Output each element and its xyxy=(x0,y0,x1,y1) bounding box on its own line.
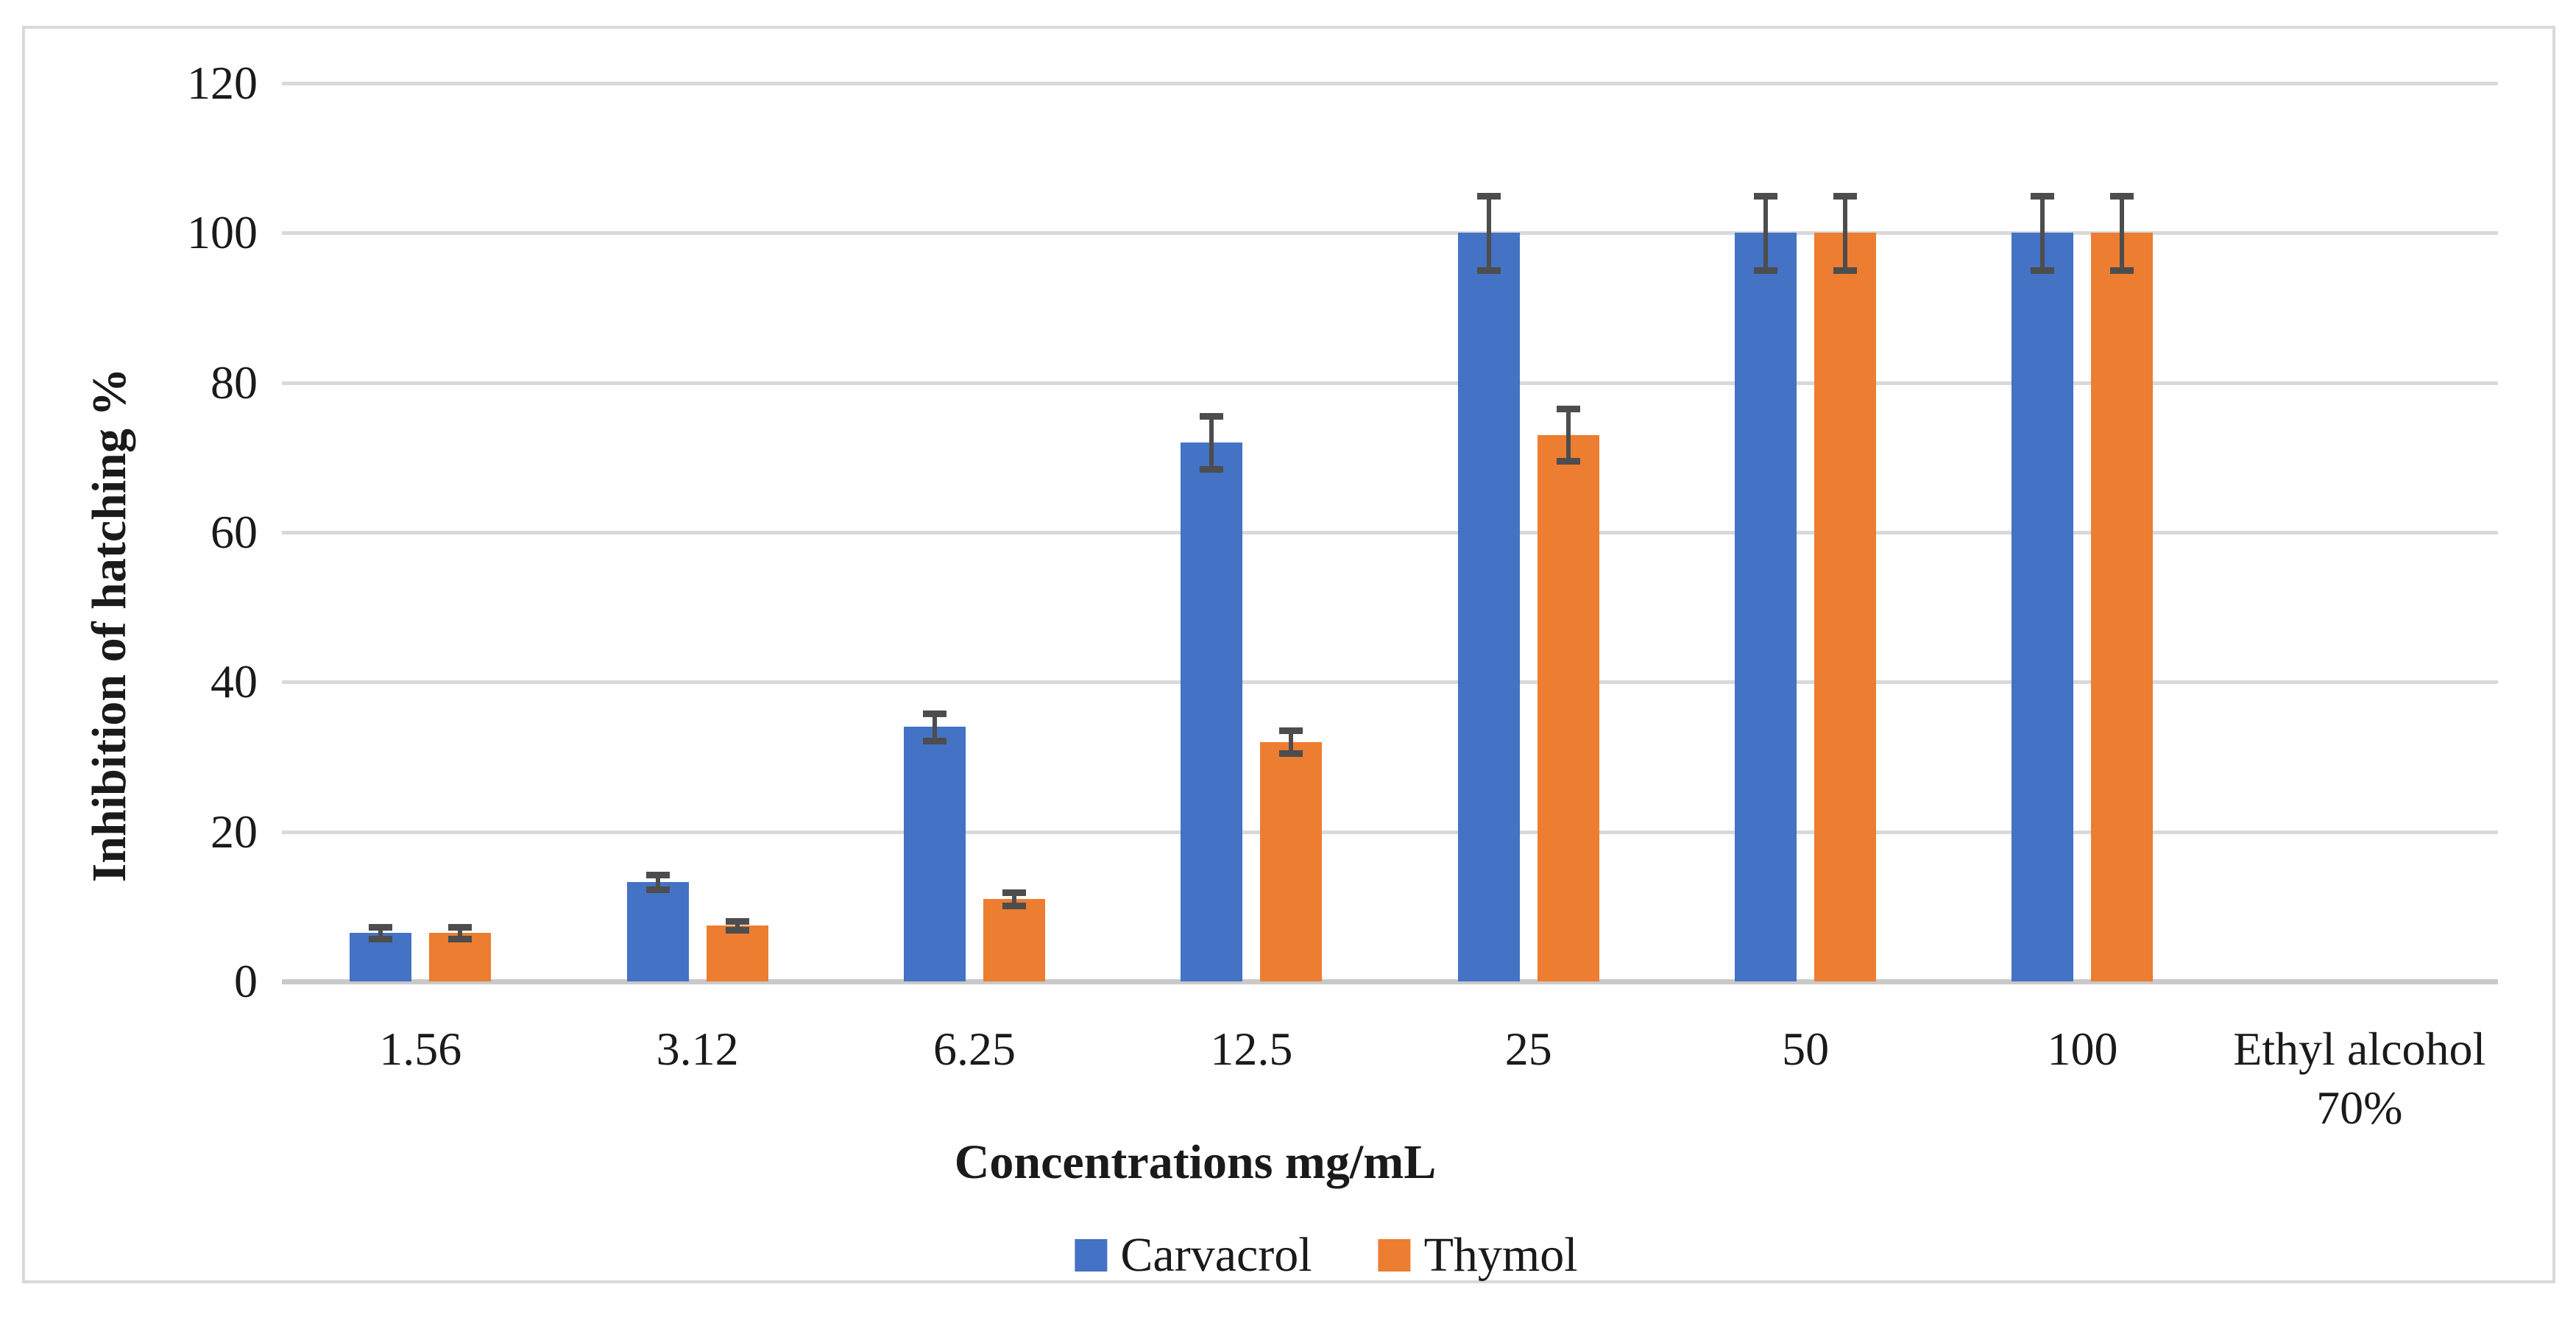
x-tick-label-line: 100 xyxy=(2047,1023,2118,1075)
error-bar-cap xyxy=(369,923,393,931)
error-bar-line xyxy=(1209,416,1214,469)
y-tick-label: 40 xyxy=(210,655,258,708)
error-bar-cap xyxy=(2031,192,2055,200)
error-bar-cap xyxy=(922,710,946,718)
y-tick-label: 60 xyxy=(210,506,258,558)
x-tick-label: 6.25 xyxy=(805,1020,1144,1079)
error-bar-line xyxy=(1843,195,1848,271)
error-bar-cap xyxy=(1279,750,1303,757)
error-bar-cap xyxy=(645,886,670,893)
error-bar-cap xyxy=(1002,903,1026,910)
plot-area xyxy=(282,82,2498,984)
bar-carvacrol xyxy=(2011,233,2074,981)
error-bar-cap xyxy=(1002,889,1026,897)
bar-carvacrol xyxy=(1735,233,1797,981)
error-bar-cap xyxy=(1200,465,1224,473)
error-bar-cap xyxy=(2110,192,2134,200)
error-bar-line xyxy=(1565,409,1571,462)
y-gridline xyxy=(282,680,2498,685)
error-bar-cap xyxy=(1556,406,1580,413)
bar-thymol xyxy=(1260,741,1323,981)
error-bar-line xyxy=(2120,195,2125,271)
x-tick-label: 12.5 xyxy=(1082,1020,1420,1079)
x-tick-label-line: 1.56 xyxy=(379,1023,462,1075)
x-tick-label: 50 xyxy=(1636,1020,1975,1079)
chart-frame: Inhibition of hatching % 0 20 40 60 80 100 120… xyxy=(22,26,2555,1283)
error-bar-cap xyxy=(1476,192,1501,200)
error-bar-line xyxy=(378,926,383,939)
x-tick-label-line: 50 xyxy=(1782,1023,1830,1075)
error-bar-cap xyxy=(1833,267,1858,275)
error-bar-cap xyxy=(2031,267,2055,275)
error-bar-cap xyxy=(1279,727,1303,735)
x-tick-label: 3.12 xyxy=(528,1020,867,1079)
error-bar-line xyxy=(2040,195,2045,271)
error-bar-cap xyxy=(1556,458,1580,465)
legend-swatch-thymol-icon xyxy=(1378,1239,1411,1272)
bar-carvacrol xyxy=(1457,233,1520,981)
x-axis-baseline xyxy=(282,979,2498,984)
error-bar-line xyxy=(1486,195,1491,271)
y-gridline xyxy=(282,531,2498,535)
bar-thymol xyxy=(2091,233,2154,981)
error-bar-line xyxy=(655,874,660,889)
error-bar-line xyxy=(1011,892,1016,906)
x-tick-label-line: 6.25 xyxy=(933,1023,1016,1075)
bar-carvacrol xyxy=(626,881,689,981)
error-bar-line xyxy=(735,920,740,930)
legend-item-thymol: Thymol xyxy=(1378,1227,1578,1283)
error-bar-cap xyxy=(725,926,749,934)
bar-carvacrol xyxy=(903,727,966,981)
y-gridline xyxy=(282,82,2498,85)
error-bar-cap xyxy=(1200,413,1224,420)
error-bar-cap xyxy=(1476,267,1501,275)
bar-thymol xyxy=(1537,434,1599,981)
y-tick-label: 120 xyxy=(187,57,258,109)
y-tick-label: 100 xyxy=(187,206,258,259)
y-gridline xyxy=(282,381,2498,385)
x-tick-label: 25 xyxy=(1359,1020,1698,1079)
error-bar-cap xyxy=(1754,267,1778,275)
x-tick-label: Ethyl alcohol 70% xyxy=(2190,1020,2529,1138)
error-bar-cap xyxy=(448,936,473,943)
legend: Carvacrol Thymol xyxy=(1075,1227,1578,1283)
y-gridline xyxy=(282,830,2498,834)
bar-thymol xyxy=(983,899,1045,981)
error-bar-cap xyxy=(645,871,670,878)
bar-carvacrol xyxy=(1181,442,1243,981)
y-gridline xyxy=(282,231,2498,236)
legend-swatch-carvacrol-icon xyxy=(1075,1239,1108,1272)
x-tick-label-line: 3.12 xyxy=(656,1023,739,1075)
x-axis-title: Concentrations mg/mL xyxy=(954,1135,1437,1189)
x-tick-label-line: Ethyl alcohol xyxy=(2233,1023,2486,1075)
error-bar-line xyxy=(1289,730,1294,753)
x-tick-label-line: 70% xyxy=(2316,1082,2403,1134)
error-bar-cap xyxy=(1833,192,1858,200)
y-tick-label: 0 xyxy=(234,955,258,1007)
bar-thymol xyxy=(706,925,768,981)
legend-label-carvacrol: Carvacrol xyxy=(1120,1228,1312,1282)
x-tick-label-line: 25 xyxy=(1504,1023,1552,1075)
error-bar-cap xyxy=(1754,192,1778,200)
error-bar-line xyxy=(1763,195,1769,271)
error-bar-line xyxy=(932,713,937,741)
legend-label-thymol: Thymol xyxy=(1423,1228,1578,1282)
bar-thymol xyxy=(1814,233,1877,981)
error-bar-cap xyxy=(922,737,946,744)
x-tick-label: 1.56 xyxy=(251,1020,590,1079)
error-bar-cap xyxy=(2110,267,2134,275)
x-tick-label: 100 xyxy=(1913,1020,2251,1079)
error-bar-cap xyxy=(448,923,473,931)
error-bar-cap xyxy=(369,936,393,943)
x-tick-label-line: 12.5 xyxy=(1210,1023,1293,1075)
error-bar-cap xyxy=(725,917,749,925)
y-tick-label: 80 xyxy=(210,356,258,409)
legend-item-carvacrol: Carvacrol xyxy=(1075,1227,1312,1283)
y-tick-label: 20 xyxy=(210,805,258,858)
error-bar-line xyxy=(458,926,463,939)
